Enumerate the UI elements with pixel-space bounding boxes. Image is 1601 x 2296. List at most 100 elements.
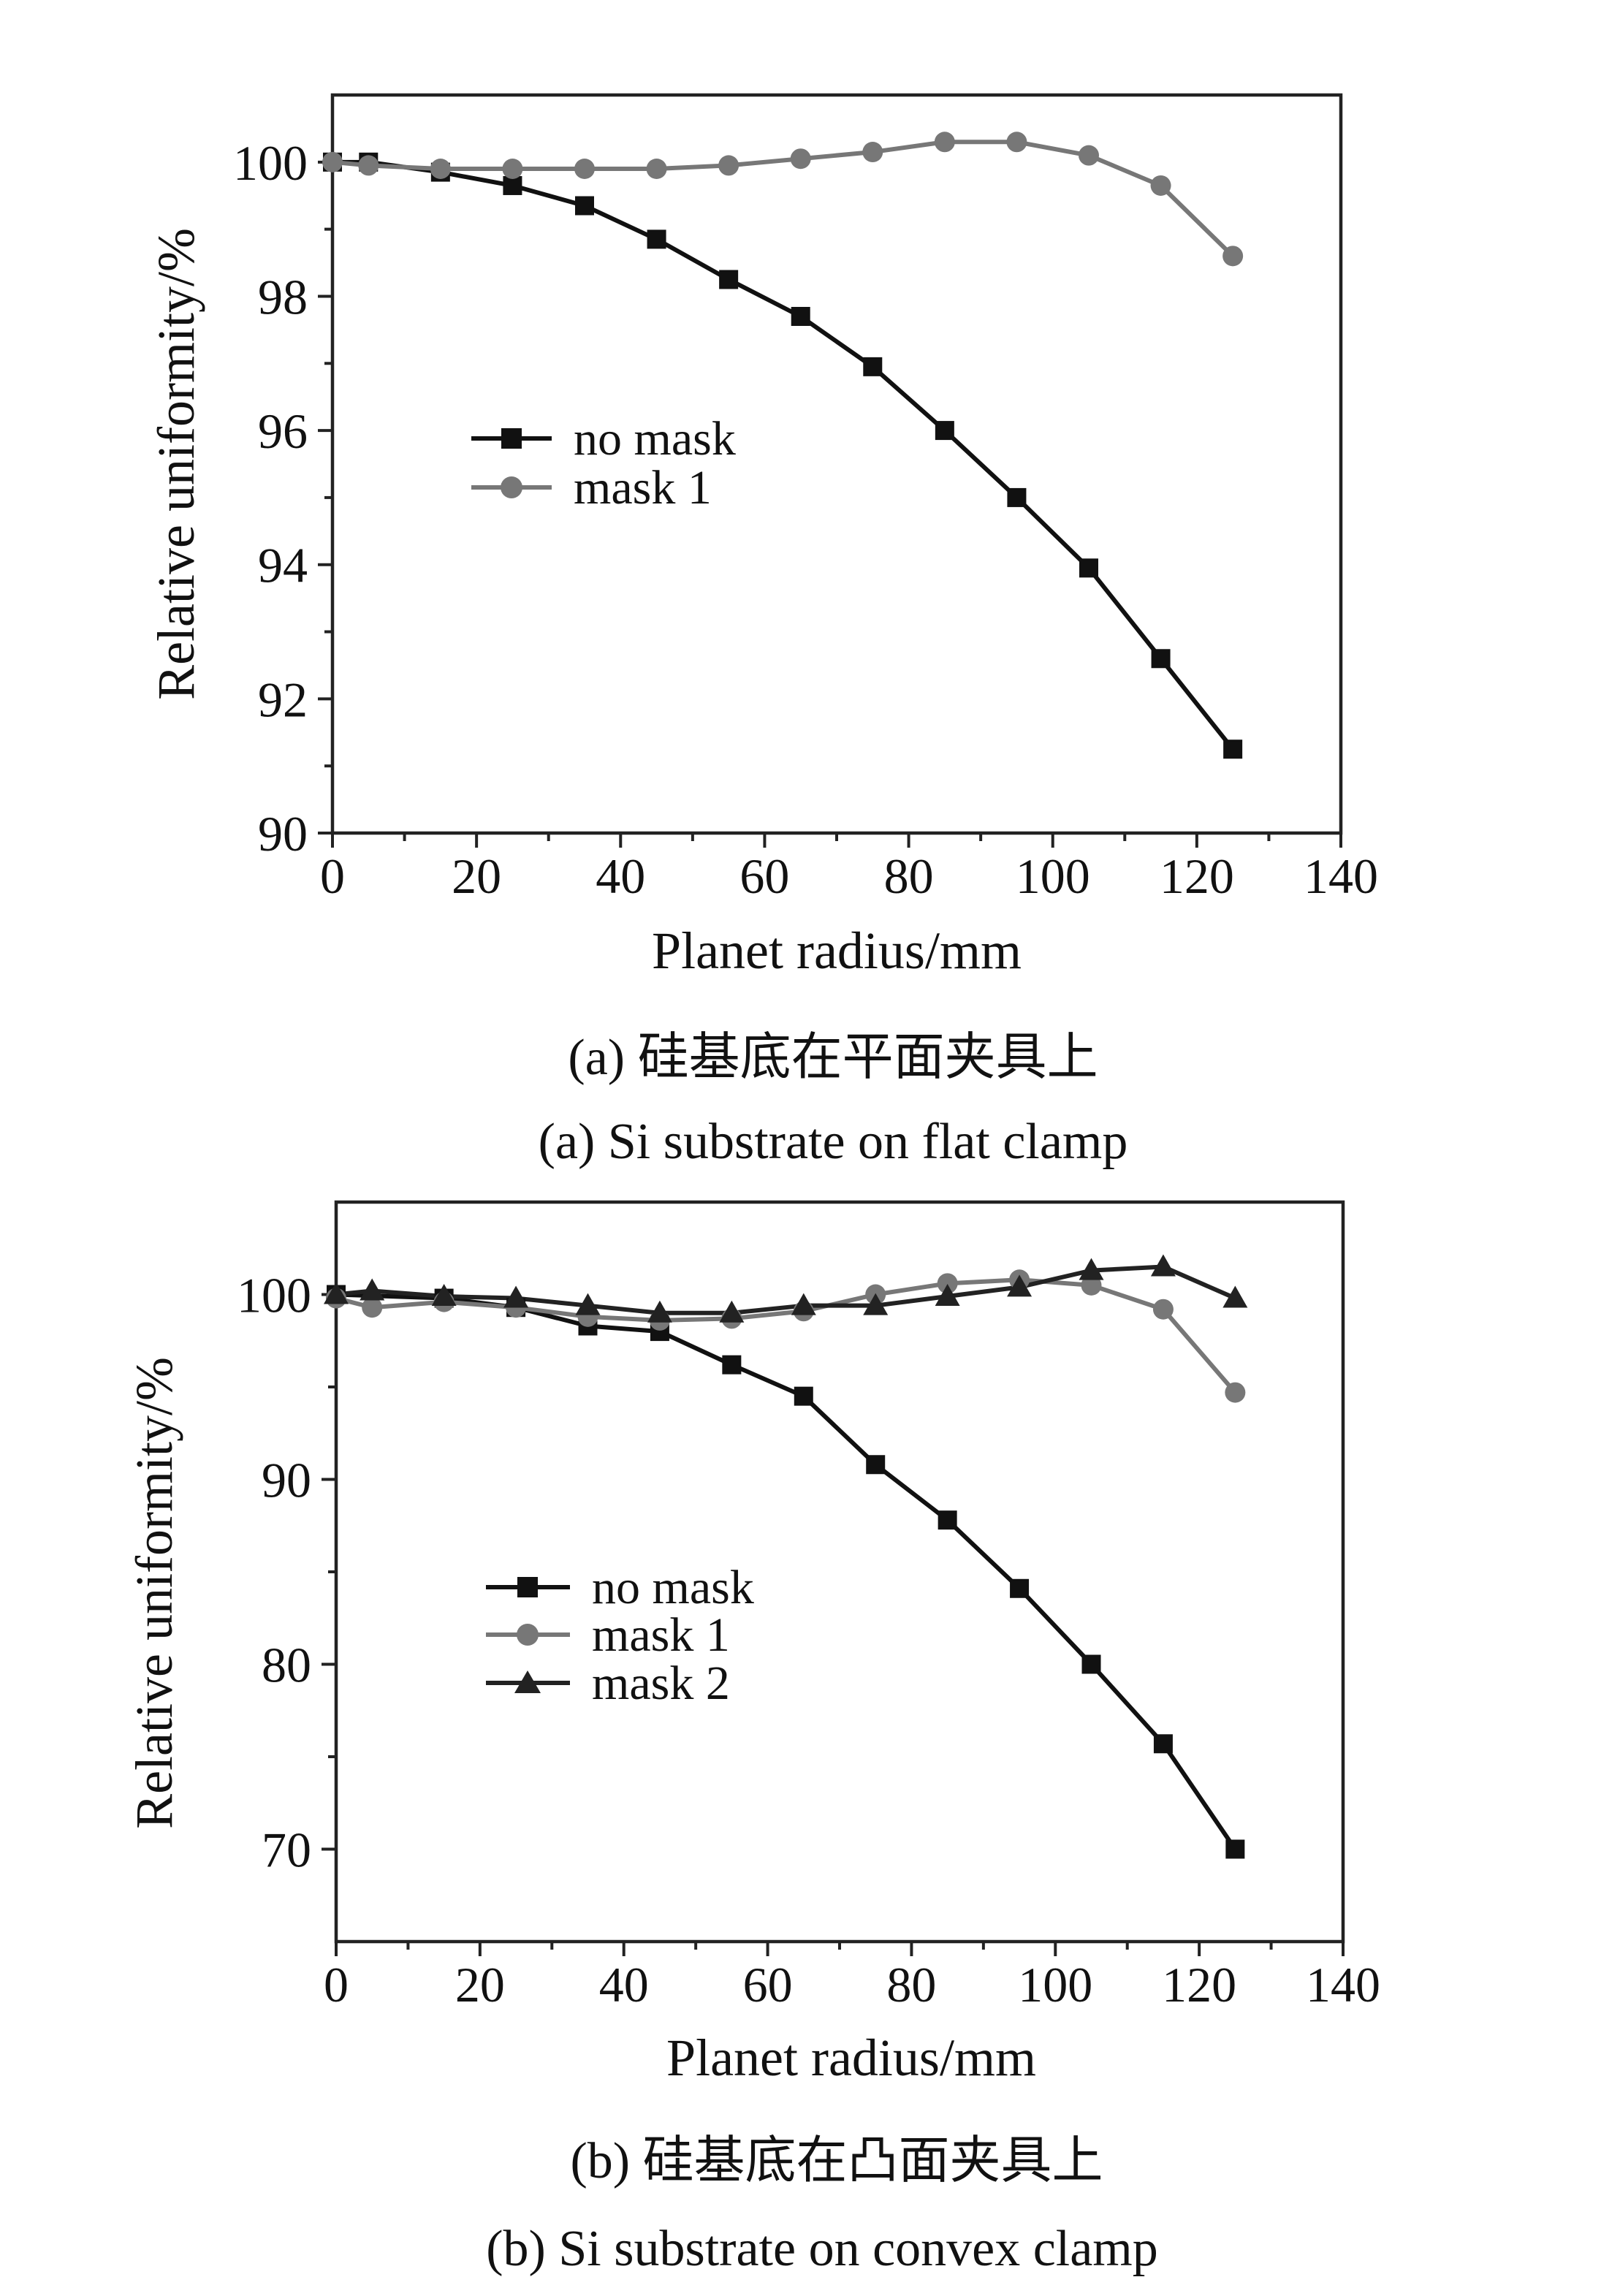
series-mask-1-point bbox=[362, 1297, 383, 1318]
series-mask-2-point bbox=[719, 1300, 745, 1323]
series-no-mask-line bbox=[335, 1292, 1237, 1851]
b-x-tick-label: 120 bbox=[1162, 1957, 1236, 2012]
a-x-tick-label: 80 bbox=[884, 848, 934, 904]
b-y-tick-label: 90 bbox=[262, 1453, 311, 1508]
series-no-mask-point bbox=[938, 1510, 957, 1530]
a-y-tick-label: 100 bbox=[233, 135, 308, 191]
a-x-tick-label: 0 bbox=[320, 848, 345, 904]
series-mask-2-line bbox=[335, 1264, 1236, 1315]
series-mask-1-line bbox=[335, 1277, 1237, 1394]
panel-a-caption-english: (a) Si substrate on flat clamp bbox=[539, 1114, 1128, 1170]
panel-a-y-axis-label: Relative uniformity/% bbox=[147, 228, 205, 700]
panel-b-caption-english: (b) Si substrate on convex clamp bbox=[486, 2221, 1158, 2277]
series-mask-2-point bbox=[360, 1278, 385, 1301]
a-x-tick-label: 20 bbox=[452, 848, 501, 904]
series-no-mask-point bbox=[722, 1355, 742, 1375]
panel-b-x-axis-label: Planet radius/mm bbox=[666, 2029, 1036, 2087]
b-y-tick-label: 80 bbox=[262, 1638, 311, 1693]
b-x-tick-label: 100 bbox=[1018, 1957, 1092, 2012]
series-mask-2-point bbox=[935, 1284, 960, 1307]
legend-mask-1-circle-marker bbox=[501, 476, 522, 498]
panel-a: 0 20 40 60 80 100 120 140 90 92 94 96 98 100 Planet r… bbox=[147, 93, 1378, 1170]
a-y-tick-label: 90 bbox=[258, 806, 308, 862]
b-y-tick-label: 70 bbox=[262, 1822, 311, 1878]
series-mask-1-point bbox=[934, 132, 955, 153]
legend-mask-1-label: mask 1 bbox=[574, 461, 712, 514]
series-no-mask-point bbox=[791, 307, 810, 326]
legend-no-mask-label: no mask bbox=[574, 412, 736, 465]
legend-mask-2-label: mask 2 bbox=[592, 1657, 730, 1710]
panel-a-x-axis-label: Planet radius/mm bbox=[652, 921, 1022, 980]
panel-b-caption-chinese: (b) 硅基底在凸面夹具上 bbox=[570, 2133, 1103, 2189]
legend-mask-2-triangle-marker bbox=[514, 1670, 541, 1693]
panel-a-markers bbox=[322, 132, 1244, 759]
series-mask-1-point bbox=[574, 159, 595, 179]
series-no-mask-point bbox=[1223, 740, 1243, 759]
a-y-tick-label: 98 bbox=[258, 269, 308, 324]
panel-b-markers bbox=[324, 1254, 1248, 1859]
panel-a-ticks bbox=[318, 160, 1342, 848]
series-mask-2-point bbox=[324, 1282, 349, 1304]
series-mask-1-point bbox=[1006, 132, 1027, 153]
series-mask-2-point bbox=[503, 1285, 529, 1308]
series-mask-2-point bbox=[791, 1293, 816, 1315]
b-x-tick-label: 80 bbox=[886, 1957, 936, 2012]
series-mask-1-point bbox=[1150, 175, 1171, 196]
series-mask-1-point bbox=[1225, 1382, 1246, 1403]
b-x-tick-label: 140 bbox=[1306, 1957, 1380, 2012]
series-mask-1-line bbox=[332, 140, 1235, 258]
series-no-mask-point bbox=[935, 421, 954, 441]
panel-b: 0 20 40 60 80 100 120 140 70 80 90 100 Planet radiu… bbox=[125, 1200, 1380, 2277]
series-no-mask-point bbox=[1151, 649, 1171, 669]
panel-a-legend: no mask mask 1 bbox=[471, 412, 736, 514]
series-mask-1-point bbox=[1222, 246, 1244, 267]
series-no-mask-point bbox=[863, 357, 883, 376]
series-no-mask-line bbox=[332, 159, 1235, 751]
series-mask-1-point bbox=[862, 142, 883, 163]
panel-b-ticks bbox=[322, 1293, 1345, 1956]
b-x-tick-label: 0 bbox=[324, 1957, 349, 2012]
series-mask-1-point bbox=[937, 1273, 958, 1294]
a-x-tick-label: 140 bbox=[1304, 848, 1378, 904]
series-mask-2-point bbox=[1079, 1258, 1104, 1280]
panel-b-y-axis-label: Relative uniformity/% bbox=[125, 1357, 183, 1829]
series-mask-1-point bbox=[718, 155, 739, 176]
series-mask-1-point bbox=[358, 155, 379, 176]
panel-a-plot-frame bbox=[330, 93, 1343, 835]
panel-b-plot-frame bbox=[334, 1200, 1345, 1944]
series-mask-2-point bbox=[647, 1300, 672, 1323]
series-no-mask-point bbox=[1007, 487, 1027, 507]
series-mask-1-point bbox=[1081, 1274, 1102, 1296]
series-no-mask-point bbox=[794, 1386, 813, 1406]
legend-mask-1-label: mask 1 bbox=[592, 1608, 730, 1662]
series-mask-1-point bbox=[1079, 145, 1099, 166]
a-x-tick-label: 40 bbox=[596, 848, 645, 904]
series-no-mask-point bbox=[1225, 1839, 1245, 1859]
a-y-tick-label: 92 bbox=[258, 672, 308, 727]
series-no-mask-point bbox=[1010, 1578, 1030, 1598]
b-y-tick-label: 100 bbox=[237, 1268, 311, 1323]
a-y-tick-label: 94 bbox=[258, 538, 308, 593]
series-mask-2-point bbox=[431, 1284, 457, 1307]
series-no-mask-point bbox=[503, 175, 522, 195]
series-no-mask-point bbox=[866, 1455, 886, 1475]
legend-no-mask-square-marker bbox=[517, 1577, 538, 1597]
series-mask-2-point bbox=[575, 1293, 601, 1315]
series-no-mask-point bbox=[719, 270, 739, 289]
series-mask-2-point bbox=[1007, 1274, 1033, 1297]
b-x-tick-label: 60 bbox=[743, 1957, 793, 2012]
legend-no-mask-square-marker bbox=[501, 428, 522, 449]
series-mask-1-point bbox=[1152, 1299, 1174, 1320]
series-mask-1-point bbox=[430, 159, 451, 179]
legend-no-mask-label: no mask bbox=[592, 1561, 754, 1614]
panel-b-series-lines bbox=[335, 1264, 1237, 1851]
series-mask-2-point bbox=[1222, 1285, 1248, 1308]
series-no-mask-point bbox=[1079, 558, 1098, 578]
series-mask-1-point bbox=[502, 159, 523, 179]
panel-b-tick-labels: 0 20 40 60 80 100 120 140 70 80 90 100 bbox=[237, 1268, 1380, 2013]
a-x-tick-label: 60 bbox=[739, 848, 789, 904]
b-x-tick-label: 40 bbox=[599, 1957, 649, 2012]
a-y-tick-label: 96 bbox=[258, 403, 308, 459]
series-no-mask-point bbox=[1153, 1734, 1173, 1754]
